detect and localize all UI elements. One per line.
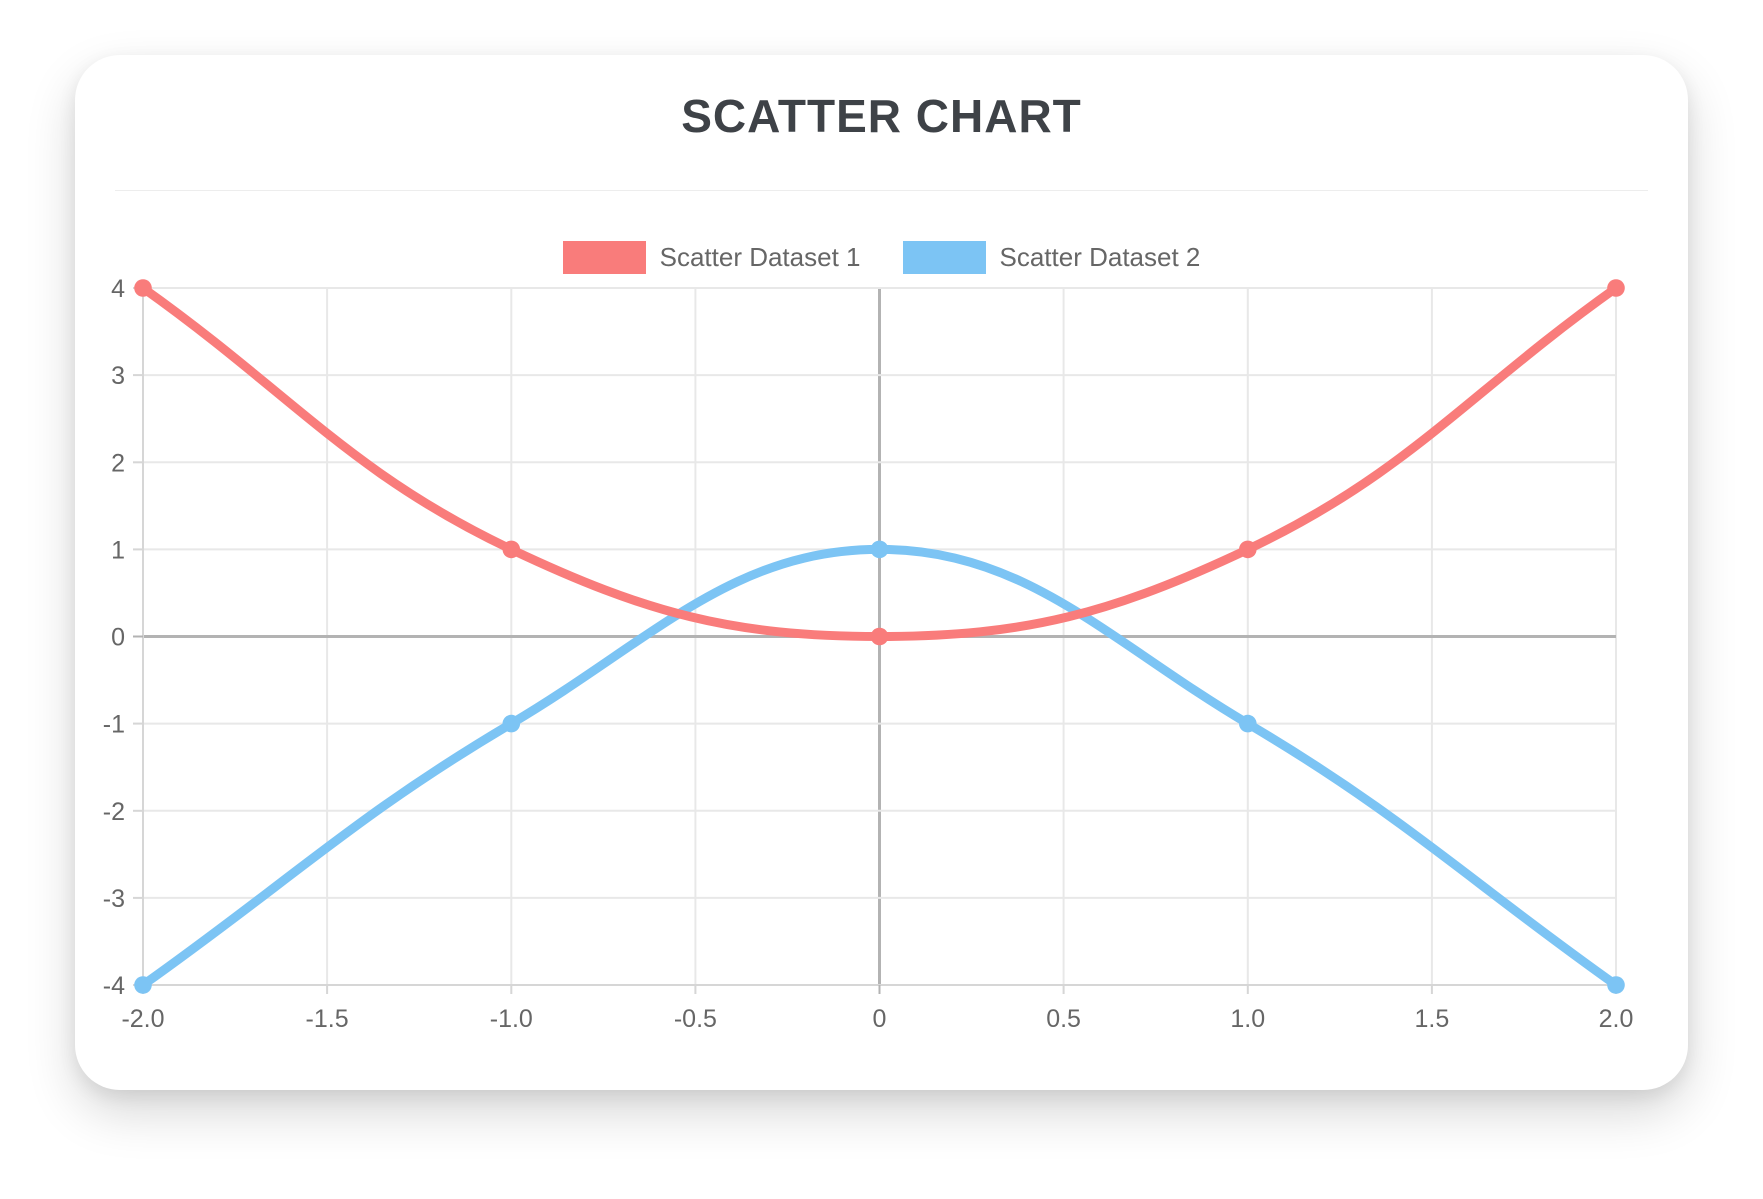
data-point-scatter-dataset-2-0[interactable]: [134, 976, 152, 994]
y-tick-label: -3: [103, 885, 125, 913]
page-background: { "chart_data": { "type": "scatter", "ti…: [0, 55, 1763, 1199]
chart-area[interactable]: -2.0 -1.5 -1.0 -0.5 0 0.5 1.0 1.5 2.0 4 3 2 1 0 -1 -2 -3…: [75, 276, 1688, 1036]
x-tick-label: -1.0: [490, 1005, 533, 1033]
legend: Scatter Dataset 1 Scatter Dataset 2: [75, 241, 1688, 275]
chart-card: SCATTER CHART Scatter Dataset 1 Scatter D…: [75, 55, 1688, 1090]
y-tick-label: -1: [103, 711, 125, 739]
legend-item-scatter-dataset-2[interactable]: Scatter Dataset 2: [902, 241, 1201, 275]
data-point-scatter-dataset-1-1[interactable]: [502, 540, 521, 559]
data-point-scatter-dataset-1-3[interactable]: [1239, 540, 1257, 559]
y-tick-label: -2: [103, 798, 125, 826]
data-point-scatter-dataset-2-2[interactable]: [870, 540, 889, 559]
series-scatter-dataset-1: [134, 279, 1625, 646]
x-tick-label: 1.0: [1230, 1005, 1265, 1033]
y-tick-label: 1: [111, 537, 125, 565]
data-point-scatter-dataset-2-4[interactable]: [1607, 976, 1625, 994]
y-tick-label: 2: [111, 449, 125, 477]
y-tick-label: 3: [111, 362, 125, 390]
x-tick-label: -2.0: [121, 1005, 164, 1033]
y-tick-label: -4: [103, 972, 125, 1000]
title-divider: [115, 190, 1648, 192]
data-point-scatter-dataset-1-4[interactable]: [1607, 279, 1625, 297]
y-tick-label: 0: [111, 624, 125, 652]
legend-item-scatter-dataset-1[interactable]: Scatter Dataset 1: [562, 241, 861, 275]
data-point-scatter-dataset-2-1[interactable]: [502, 714, 521, 733]
chart-title: SCATTER CHART: [681, 90, 1082, 142]
x-axis-labels: -2.0 -1.5 -1.0 -0.5 0 0.5 1.0 1.5 2.0: [121, 1005, 1633, 1033]
legend-swatch-scatter-dataset-1: [562, 241, 646, 275]
x-tick-label: 1.5: [1415, 1005, 1450, 1033]
x-tick-label: -1.5: [306, 1005, 349, 1033]
data-point-scatter-dataset-1-2[interactable]: [870, 627, 889, 646]
series-scatter-dataset-2: [134, 540, 1625, 994]
legend-label-scatter-dataset-1: Scatter Dataset 1: [659, 242, 861, 273]
scatter-chart-svg[interactable]: -2.0 -1.5 -1.0 -0.5 0 0.5 1.0 1.5 2.0 4 3 2 1 0 -1 -2 -3…: [75, 276, 1688, 1036]
x-tick-label: 0: [873, 1005, 887, 1033]
y-tick-label: 4: [111, 276, 125, 303]
x-tick-label: 2.0: [1599, 1005, 1634, 1033]
x-tick-label: 0.5: [1046, 1005, 1081, 1033]
y-axis-labels: 4 3 2 1 0 -1 -2 -3 -4: [103, 276, 125, 1000]
data-point-scatter-dataset-2-3[interactable]: [1239, 714, 1257, 733]
data-point-scatter-dataset-1-0[interactable]: [134, 279, 152, 297]
x-tick-label: -0.5: [674, 1005, 717, 1033]
legend-label-scatter-dataset-2: Scatter Dataset 2: [999, 242, 1201, 273]
legend-swatch-scatter-dataset-2: [902, 241, 986, 275]
